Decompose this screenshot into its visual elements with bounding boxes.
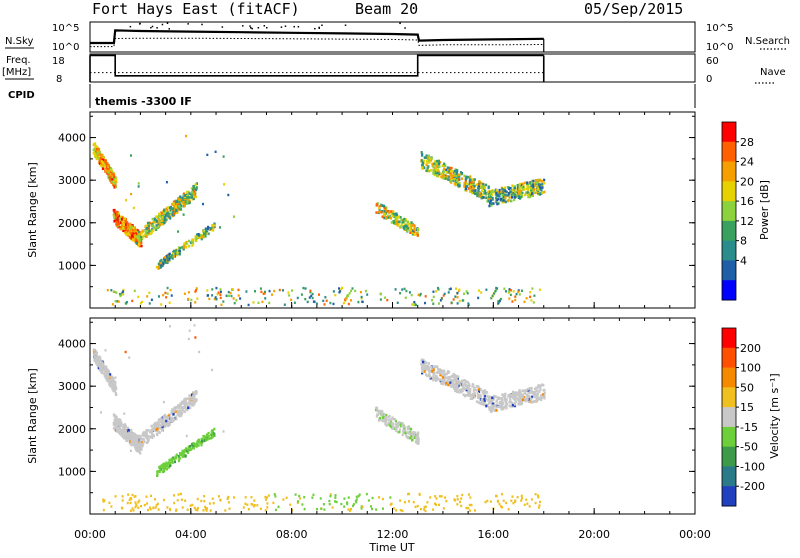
freq-label: Freq. [6,55,31,66]
range-tick-2: 3000 [58,380,86,393]
velocity-colorbar [721,327,737,507]
power-colorbar-tick-2: 20 [740,175,754,188]
velocity-colorbar-label: Velocity [m s⁻¹] [768,373,781,458]
range-tick-0: 1000 [58,465,86,478]
time-tick-4: 16:00 [477,528,509,541]
noise-tick-bottom-right: 10^0 [706,42,733,53]
frequency-panel: 18 13 8 60 0 Freq. [MHz] Nave CPID [2,53,786,101]
velocity-colorbar-tick-7: -200 [740,480,765,493]
nsky-label: N.Sky [5,36,33,47]
power-colorbar-tick-0: 28 [740,136,754,149]
velocity-colorbar-tick-3: 15 [740,401,754,414]
noise-panel: 10^5 10^0 10^5 10^0 N.Sky N.Search [5,21,790,53]
nsky-line [90,29,544,45]
station-title: Fort Hays East (fitACF) [92,0,300,18]
time-tick-1: 04:00 [175,528,207,541]
velocity-colorbar-tick-0: 200 [740,342,761,355]
range-tick-1: 2000 [58,423,86,436]
noise-tick-bottom-left: 10^0 [52,42,79,53]
power-colorbar-tick-5: 8 [740,235,747,248]
power-colorbar-label: Power [dB] [758,180,771,240]
time-tick-2: 08:00 [276,528,308,541]
nave-tick-top: 60 [706,56,719,67]
nsearch-line [90,37,544,48]
power-colorbar-tick-1: 24 [740,156,754,169]
time-axis-label: Time UT [368,541,414,554]
time-tick-3: 12:00 [377,528,409,541]
beam-title: Beam 20 [355,0,418,18]
range-tick-3: 4000 [58,338,86,351]
date-title: 05/Sep/2015 [584,0,683,18]
velocity-ylabel: Slant Range [km] [26,368,39,464]
range-tick-2: 3000 [58,174,86,187]
range-tick-0: 1000 [58,259,86,272]
velocity-colorbar-tick-2: 50 [740,381,754,394]
noise-tick-top-right: 10^5 [706,23,733,34]
time-tick-0: 00:00 [74,528,106,541]
velocity-colorbar-tick-1: 100 [740,362,761,375]
cpid-value: themis -3300 IF [95,95,192,108]
range-tick-3: 4000 [58,132,86,145]
velocity-colorbar-tick-6: -100 [740,460,765,473]
cpid-label: CPID [8,90,35,101]
power-colorbar-tick-3: 16 [740,195,754,208]
power-ylabel: Slant Range [km] [26,162,39,258]
noise-tick-top-left: 10^5 [52,23,79,34]
power-panel: 1000 2000 3000 4000 Slant Range [km] 28 24 20… [26,111,771,309]
frequency-line [90,54,544,77]
time-axis: 00:00 04:00 08:00 12:00 16:00 20:00 00:00 [74,112,711,541]
velocity-colorbar-tick-5: -50 [740,441,758,454]
nave-label: Nave [760,67,786,78]
freq-tick-top: 18 [52,56,65,67]
power-colorbar-tick-4: 12 [740,215,754,228]
nsearch-label: N.Search [745,36,790,47]
time-tick-5: 20:00 [578,528,610,541]
nave-tick-bottom: 0 [706,74,712,85]
velocity-panel: 1000 2000 3000 4000 Slant Range [km] 200 100… [26,317,781,515]
velocity-colorbar-tick-4: -15 [740,421,758,434]
time-tick-6: 00:00 [679,528,711,541]
power-colorbar-tick-6: 4 [740,254,747,267]
freq-unit-label: [MHz] [2,67,31,78]
freq-tick-bottom: 8 [56,74,62,85]
cpid-panel: themis -3300 IF [89,84,696,108]
range-tick-1: 2000 [58,217,86,230]
power-colorbar [721,121,737,301]
